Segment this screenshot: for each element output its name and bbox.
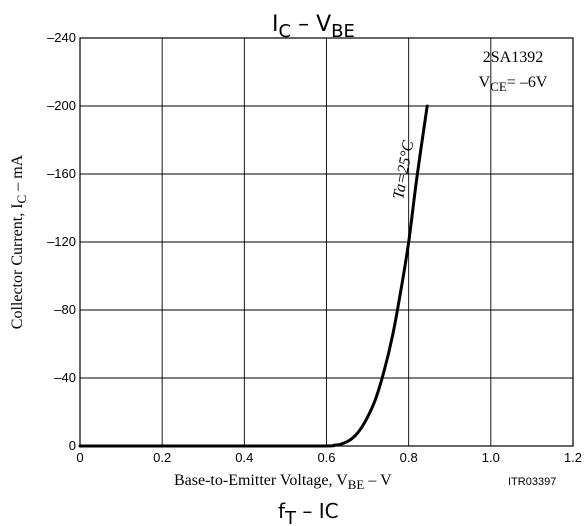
x-axis-label: Base-to-Emitter Voltage, VBE – V: [174, 472, 392, 492]
next-chart-title: fT – IC: [278, 499, 339, 526]
series-label: Ta=25°C: [390, 139, 417, 201]
y-tick-label: –200: [47, 98, 76, 113]
x-tick-label: 1.2: [564, 450, 582, 465]
y-tick-label: –120: [47, 234, 76, 249]
x-tick-label: 0.4: [235, 450, 253, 465]
y-tick-labels: 0 –40 –80 –120 –160 –200 –240: [47, 30, 76, 453]
device-label: 2SA1392: [483, 49, 543, 66]
y-tick-label: –80: [54, 302, 76, 317]
x-tick-label: 0.2: [153, 450, 171, 465]
y-tick-label: –160: [47, 166, 76, 181]
figure-code: ITR03397: [508, 476, 556, 488]
series-line: [78, 104, 429, 448]
series-layer: [78, 104, 429, 448]
x-tick-label: 0.8: [400, 450, 418, 465]
x-tick-labels: 0 0.2 0.4 0.6 0.8 1.0 1.2: [76, 450, 582, 465]
y-tick-label: 0: [69, 438, 76, 453]
x-tick-label: 0: [76, 450, 83, 465]
grid: [79, 37, 574, 447]
plot-frame: [79, 37, 574, 447]
y-tick-label: –40: [54, 370, 76, 385]
x-tick-label: 0.6: [317, 450, 335, 465]
chart-title: IC – VBE: [272, 12, 355, 42]
y-axis-label: Collector Current, IC – mA: [9, 154, 29, 329]
x-tick-label: 1.0: [482, 450, 500, 465]
y-tick-label: –240: [47, 30, 76, 45]
condition-label: VCE= –6V: [479, 74, 548, 94]
